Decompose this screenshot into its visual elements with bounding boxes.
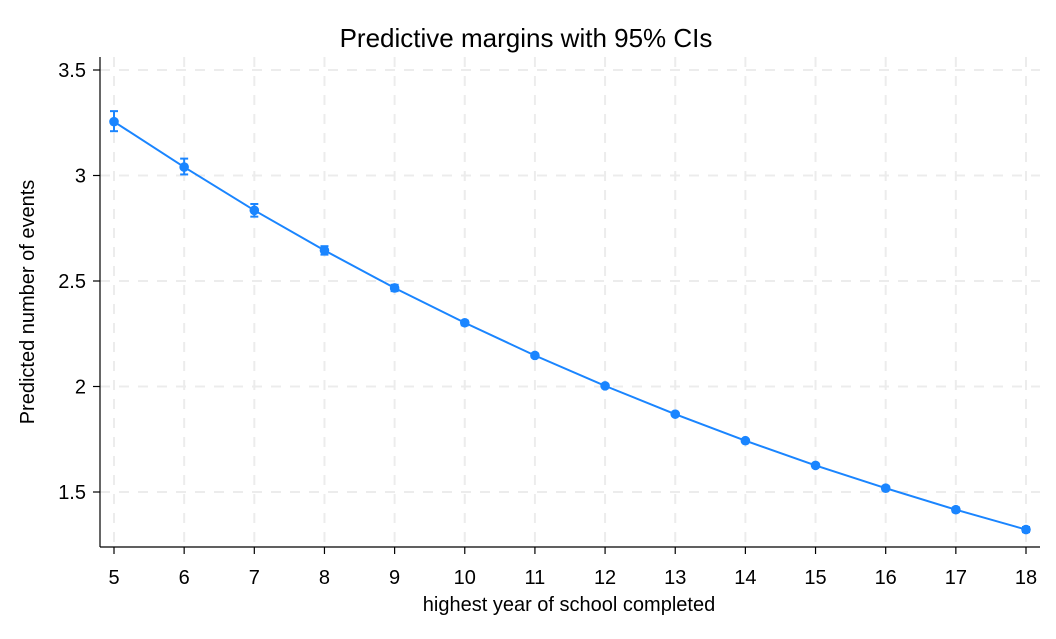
x-tick-label: 8 (319, 567, 330, 589)
y-tick-label: 1.5 (58, 482, 86, 504)
y-axis-label: Predicted number of events (17, 180, 39, 425)
y-tick-label: 2 (75, 377, 86, 399)
data-point (600, 381, 610, 391)
y-tick-label: 3.5 (58, 60, 86, 82)
data-point (670, 409, 681, 419)
x-tick-label: 9 (389, 567, 400, 589)
x-tick-label: 7 (249, 567, 260, 589)
data-point (880, 483, 891, 494)
x-tick-label: 15 (804, 567, 826, 589)
x-tick-label: 5 (108, 567, 119, 589)
data-point (459, 317, 470, 328)
x-tick-label: 6 (179, 567, 190, 589)
x-tick-label: 17 (945, 567, 967, 589)
x-tick-label: 11 (525, 567, 546, 589)
series-line (113, 120, 1027, 531)
x-tick-label: 16 (875, 567, 897, 589)
data-point (1021, 524, 1031, 535)
plot-area (100, 57, 1040, 547)
data-point (389, 283, 400, 293)
data-point (179, 162, 189, 172)
x-tick-label: 14 (734, 567, 756, 589)
series-layer (109, 110, 1031, 535)
data-point (530, 350, 540, 361)
y-tick-label: 3 (75, 166, 86, 188)
x-tick-label: 18 (1015, 567, 1037, 589)
data-point (810, 460, 821, 471)
x-axis-label: highest year of school completed (423, 594, 715, 616)
data-point (109, 116, 119, 127)
x-tick-label: 12 (594, 567, 616, 589)
data-point (951, 504, 961, 515)
data-point (319, 245, 330, 256)
y-tick-label: 2.5 (58, 271, 86, 293)
x-tick-label: 13 (664, 567, 686, 589)
data-point (740, 435, 751, 446)
data-point (249, 205, 260, 216)
chart-title: Predictive margins with 95% CIs (340, 23, 713, 53)
axes-layer: 5 6 7 8 9 10 11 12 13 14 15 16 17 18 1.5 2 2.5 3 3.5 (58, 57, 1040, 589)
x-tick-label: 10 (454, 567, 476, 589)
